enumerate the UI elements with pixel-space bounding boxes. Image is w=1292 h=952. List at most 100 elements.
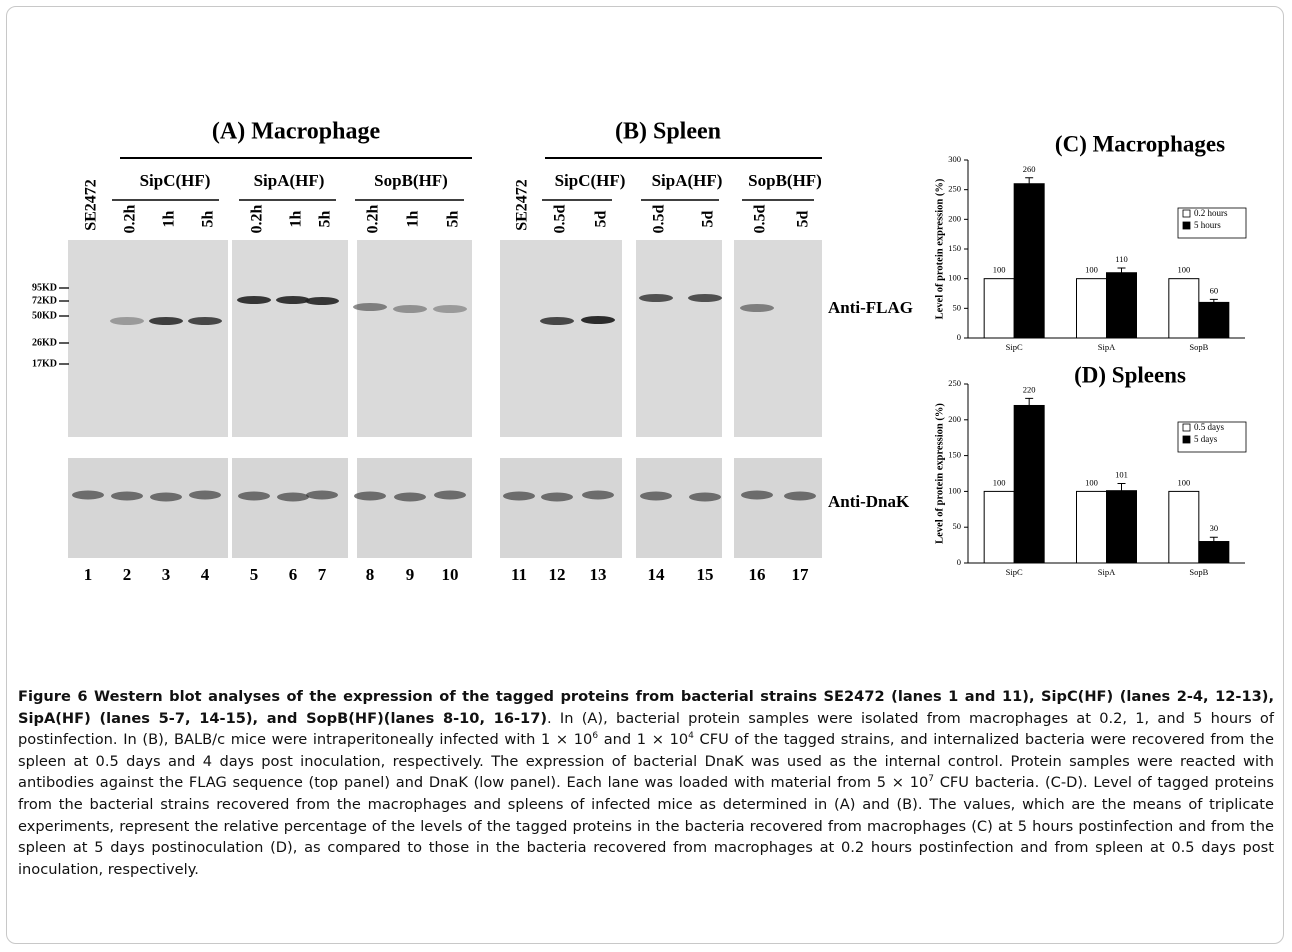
blot-band xyxy=(688,294,722,302)
blot-panel-bottom xyxy=(232,458,348,558)
value-label: 100 xyxy=(1177,265,1190,275)
mw-marker: 95KD xyxy=(32,282,57,293)
value-label: 60 xyxy=(1210,285,1219,295)
value-label: 260 xyxy=(1023,164,1036,174)
y-tick-label: 100 xyxy=(948,273,961,283)
mw-marker: 50KD xyxy=(32,310,57,321)
lane-number: 5 xyxy=(250,565,259,584)
lane-number: 1 xyxy=(84,565,93,584)
bar xyxy=(1107,273,1137,338)
group-label: SopB(HF) xyxy=(374,171,448,190)
lane-number: 9 xyxy=(406,565,415,584)
lane-label: 1h xyxy=(288,210,305,227)
lane-number: 14 xyxy=(648,565,666,584)
bar xyxy=(1169,279,1199,338)
lane-label: 5h xyxy=(445,210,462,227)
y-tick-label: 100 xyxy=(948,485,961,495)
y-axis-label: Level of protein expression (%) xyxy=(934,403,945,544)
blot-band xyxy=(188,317,222,325)
legend-swatch xyxy=(1183,222,1190,229)
blot-panel-bottom xyxy=(734,458,822,558)
y-tick-label: 0 xyxy=(957,332,961,342)
blot-band xyxy=(689,493,721,502)
mw-marker: 26KD xyxy=(32,337,57,348)
lane-label: 0.5d xyxy=(752,204,769,233)
bar xyxy=(1199,302,1229,338)
y-tick-label: 50 xyxy=(953,302,962,312)
blot-band xyxy=(150,493,182,502)
blot-band xyxy=(433,305,467,313)
blot-band xyxy=(277,493,309,502)
blot-band xyxy=(394,493,426,502)
blot-band xyxy=(503,492,535,501)
blot-band xyxy=(740,304,774,312)
lane-label: 5d xyxy=(700,210,717,227)
lane-number: 16 xyxy=(749,565,766,584)
blot-band xyxy=(110,317,144,325)
lane-number: 4 xyxy=(201,565,210,584)
lane-label: 0.2h xyxy=(365,204,382,233)
x-tick-label: SopB xyxy=(1189,567,1208,577)
blot-band xyxy=(353,303,387,311)
blot-panel-top xyxy=(500,240,622,437)
lane-number: 10 xyxy=(442,565,459,584)
lane-label: SE2472 xyxy=(83,179,100,231)
lane-number: 15 xyxy=(697,565,714,584)
lane-label: 0.5d xyxy=(552,204,569,233)
group-label: SipC(HF) xyxy=(140,171,211,190)
blot-band xyxy=(540,317,574,325)
antibody-label: Anti-DnaK xyxy=(828,492,910,511)
blot-panel-bottom xyxy=(68,458,228,558)
blot-panel-top xyxy=(232,240,348,437)
y-tick-label: 50 xyxy=(953,521,962,531)
blot-band xyxy=(306,491,338,500)
lane-number: 7 xyxy=(318,565,327,584)
blot-panel-top xyxy=(68,240,228,437)
lane-label: 5d xyxy=(593,210,610,227)
blot-band xyxy=(189,491,221,500)
lane-number: 13 xyxy=(590,565,607,584)
blot-band xyxy=(582,491,614,500)
group-label: SipA(HF) xyxy=(254,171,325,190)
lane-number: 11 xyxy=(511,565,527,584)
legend-swatch xyxy=(1183,436,1190,443)
value-label: 100 xyxy=(1177,477,1190,487)
legend-label: 5 hours xyxy=(1194,220,1221,230)
bar xyxy=(984,491,1014,563)
y-tick-label: 150 xyxy=(948,243,961,253)
value-label: 100 xyxy=(1085,477,1098,487)
lane-number: 8 xyxy=(366,565,375,584)
blot-band xyxy=(640,492,672,501)
blot-panel-top xyxy=(357,240,472,437)
blot-band xyxy=(541,493,573,502)
lane-number: 3 xyxy=(162,565,171,584)
y-tick-label: 200 xyxy=(948,414,961,424)
lane-label: 0.2h xyxy=(122,204,139,233)
legend-label: 0.5 days xyxy=(1194,422,1224,432)
blot-band xyxy=(276,296,310,304)
legend-label: 5 days xyxy=(1194,434,1218,444)
blot-panel-bottom xyxy=(357,458,472,558)
bar xyxy=(1169,491,1199,563)
lane-label: 5h xyxy=(200,210,217,227)
blot-band xyxy=(149,317,183,325)
panel-title: (A) Macrophage xyxy=(212,119,381,145)
legend-label: 0.2 hours xyxy=(1194,208,1228,218)
lane-number: 12 xyxy=(549,565,566,584)
blot-band xyxy=(238,492,270,501)
value-label: 101 xyxy=(1115,469,1128,479)
lane-label: 0.5d xyxy=(651,204,668,233)
group-label: SopB(HF) xyxy=(748,171,822,190)
chart-title: (C) Macrophages xyxy=(1055,131,1225,156)
blot-band xyxy=(237,296,271,304)
mw-marker: 17KD xyxy=(32,358,57,369)
caption: Figure 6 Western blot analyses of the ex… xyxy=(18,686,1274,880)
bar xyxy=(1077,279,1107,338)
bar xyxy=(1077,491,1107,563)
x-tick-label: SipA xyxy=(1098,342,1116,352)
lane-label: SE2472 xyxy=(514,179,531,231)
blot-band xyxy=(111,492,143,501)
y-tick-label: 300 xyxy=(948,154,961,164)
value-label: 100 xyxy=(993,265,1006,275)
blot-band xyxy=(784,492,816,501)
